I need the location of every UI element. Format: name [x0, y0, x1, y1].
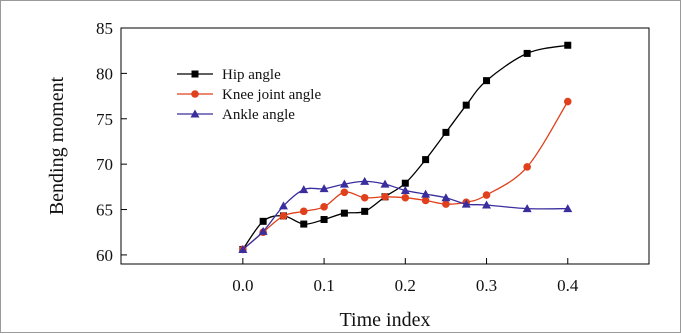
ankle-data-point: [482, 200, 492, 209]
knee-data-point: [299, 207, 308, 216]
x-tick-label: 0.1: [313, 276, 334, 295]
knee-data-point: [421, 196, 430, 205]
x-tick-label: 0.4: [557, 276, 579, 295]
ankle-data-point: [441, 193, 451, 202]
y-axis-title: Bending moment: [46, 76, 68, 215]
ankle-data-point: [299, 185, 309, 194]
hip-angle-line: [242, 44, 568, 250]
hip-data-point: [320, 216, 328, 224]
legend-label-hip: Hip angle: [222, 67, 281, 83]
knee-data-point: [360, 193, 369, 202]
knee-data-point: [279, 212, 288, 220]
ankle-data-point: [563, 204, 573, 213]
y-tick-label: 85: [96, 19, 113, 38]
hip-data-point: [523, 49, 531, 57]
ankle-data-point: [278, 201, 288, 210]
knee-data-point: [563, 97, 572, 106]
x-tick-label: 0.0: [232, 276, 253, 295]
ankle-data-point: [461, 199, 471, 208]
y-tick-label: 65: [96, 201, 113, 220]
hip-data-point: [422, 156, 430, 164]
ankle-data-point: [238, 244, 248, 253]
hip-data-point: [340, 209, 348, 217]
plot-area-border: [120, 27, 650, 265]
knee-data-point: [320, 203, 328, 211]
legend-marker-ankle: [190, 109, 200, 118]
ankle-data-point: [319, 184, 329, 193]
knee-data-point: [523, 163, 531, 171]
knee-data-point: [381, 193, 389, 201]
ankle-data-point: [258, 226, 268, 235]
ankle-data-point: [421, 189, 431, 198]
hip-data-point: [462, 101, 470, 109]
y-axis: 60 65 70 75 80 85: [96, 19, 127, 265]
hip-data-point: [300, 220, 308, 228]
x-axis-title: Time index: [340, 309, 431, 331]
series-layer: [238, 41, 573, 254]
hip-data-point: [483, 77, 491, 85]
hip-data-point: [564, 41, 572, 49]
hip-data-point: [259, 217, 267, 225]
ankle-data-point: [339, 179, 349, 188]
ankle-data-point: [360, 176, 370, 185]
knee-data-point: [340, 188, 349, 197]
knee-data-point: [442, 200, 450, 208]
legend: Hip angle Knee joint angle Ankle angle: [177, 67, 321, 123]
hip-data-point: [401, 179, 409, 187]
knee-angle-line: [242, 101, 569, 250]
hip-data-point: [361, 207, 369, 215]
y-tick-label: 70: [96, 155, 113, 174]
knee-data-point: [482, 191, 491, 199]
legend-label-ankle: Ankle angle: [222, 107, 295, 123]
legend-label-knee: Knee joint angle: [222, 87, 321, 103]
legend-marker-hip: [191, 70, 199, 78]
y-tick-label: 80: [96, 64, 113, 83]
y-tick-label: 60: [96, 246, 113, 265]
knee-data-point: [401, 193, 410, 202]
x-tick-label: 0.2: [395, 276, 416, 295]
ankle-data-point: [380, 179, 390, 188]
y-tick-label: 75: [96, 110, 113, 129]
ankle-data-point: [522, 204, 532, 213]
hip-data-point: [442, 128, 450, 136]
x-axis: 0.0 0.1 0.2 0.3 0.4: [232, 258, 579, 295]
x-tick-label: 0.3: [476, 276, 497, 295]
ankle-data-point: [400, 185, 410, 194]
legend-marker-knee: [191, 90, 199, 98]
